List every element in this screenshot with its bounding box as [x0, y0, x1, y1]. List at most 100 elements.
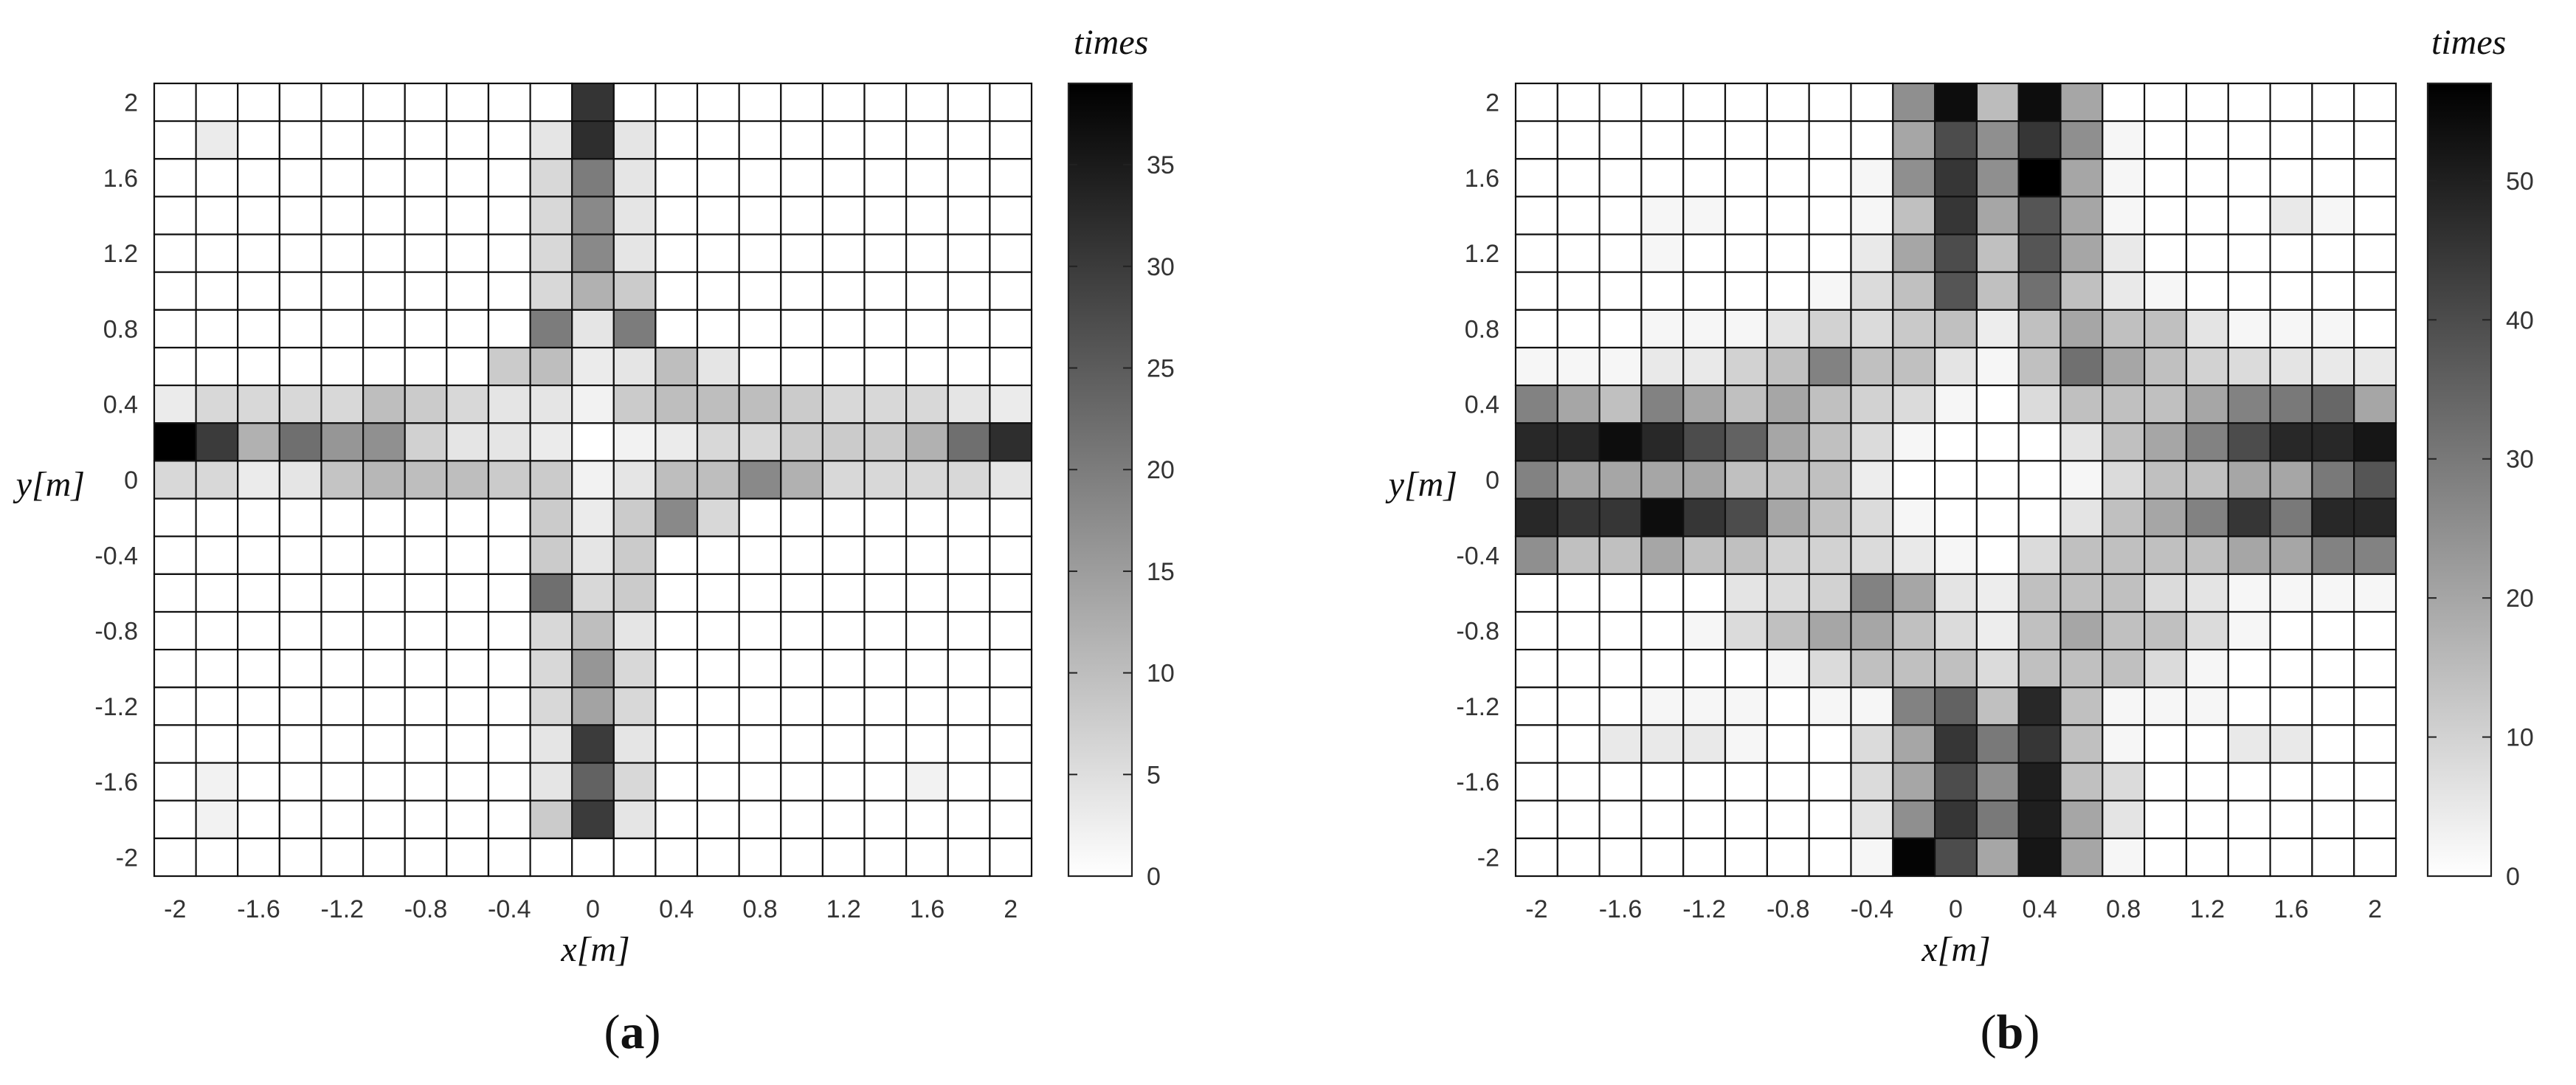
heatmap-cell — [1724, 724, 1768, 764]
heatmap-cell — [571, 384, 615, 424]
heatmap-cell — [2144, 233, 2188, 273]
heatmap-cell — [529, 762, 573, 802]
heatmap-cell — [446, 271, 489, 311]
x-tick-label: 2 — [2368, 895, 2382, 923]
heatmap-cell — [1934, 837, 1978, 878]
heatmap-cell — [612, 233, 657, 273]
heatmap-cell — [1766, 422, 1810, 462]
heatmap-cell — [2227, 724, 2271, 764]
x-axis-ticks: -2 -1.6 -1.2 -0.8 -0.4 0 0.4 0.8 1.2 1.6 2 — [1525, 895, 2382, 923]
heatmap-cell — [1598, 610, 1643, 651]
heatmap-cell — [1808, 799, 1852, 839]
heatmap-cell — [696, 686, 740, 726]
heatmap-cell — [2227, 686, 2271, 726]
heatmap-cell — [612, 384, 657, 424]
heatmap-cell — [195, 573, 239, 613]
heatmap-cell — [1892, 422, 1936, 462]
heatmap-cell — [989, 762, 1033, 802]
heatmap-cell — [529, 837, 573, 878]
heatmap-cell — [2144, 422, 2188, 462]
heatmap-cell — [1640, 158, 1685, 198]
heatmap-cell — [1682, 686, 1727, 726]
heatmap-cell — [1682, 460, 1727, 500]
heatmap-cell — [320, 271, 365, 311]
heatmap-cell — [320, 837, 365, 878]
heatmap-cell — [1598, 497, 1643, 537]
heatmap-cell — [2102, 724, 2146, 764]
heatmap-cell — [780, 271, 824, 311]
heatmap-cell — [2353, 535, 2397, 575]
heatmap-cell — [780, 762, 824, 802]
heatmap-cell — [696, 271, 740, 311]
heatmap-cell — [320, 196, 365, 235]
heatmap-cell — [696, 158, 740, 198]
heatmap-cell — [1514, 309, 1558, 349]
heatmap-cell — [320, 497, 365, 537]
heatmap-cell — [2102, 309, 2146, 349]
heatmap-cell — [571, 196, 615, 235]
heatmap-cell — [1808, 535, 1852, 575]
x-tick-label: 1.6 — [910, 895, 945, 923]
heatmap-cell — [1640, 497, 1685, 537]
heatmap-cell — [2353, 422, 2397, 462]
heatmap-cell — [571, 460, 615, 500]
heatmap-cell — [2311, 535, 2355, 575]
heatmap-cell — [821, 196, 866, 235]
heatmap-cell — [989, 535, 1033, 575]
heatmap-cell — [655, 837, 699, 878]
heatmap-cell — [1640, 610, 1685, 651]
heatmap-cell — [2269, 799, 2313, 839]
heatmap-cell — [1640, 120, 1685, 160]
heatmap-cell — [1808, 460, 1852, 500]
heatmap-cell — [195, 724, 239, 764]
colorbar-tick-label: 50 — [2506, 168, 2534, 196]
y-axis-unit: m — [46, 465, 72, 504]
heatmap-cell — [947, 573, 991, 613]
heatmap-cell — [1850, 535, 1894, 575]
heatmap-cell — [1892, 196, 1936, 235]
heatmap-cell — [404, 422, 448, 462]
heatmap-cell — [780, 346, 824, 387]
heatmap-cell — [947, 233, 991, 273]
heatmap-cell — [2185, 196, 2229, 235]
colorbar-tick-label: 10 — [2506, 724, 2534, 752]
heatmap-cell — [1766, 346, 1810, 387]
heatmap-cell — [1598, 648, 1643, 689]
heatmap-cell — [655, 158, 699, 198]
heatmap-cell — [1556, 762, 1600, 802]
x-axis-unit: m — [590, 930, 616, 969]
heatmap-cell — [1975, 724, 2020, 764]
heatmap-cell — [571, 309, 615, 349]
heatmap-cell — [696, 724, 740, 764]
heatmap-cell — [2102, 233, 2146, 273]
heatmap-cell — [487, 309, 531, 349]
heatmap-cell — [362, 686, 406, 726]
heatmap-cell — [446, 610, 489, 651]
heatmap-cell — [1598, 309, 1643, 349]
heatmap-cell — [2017, 233, 2062, 273]
heatmap-cell — [821, 610, 866, 651]
heatmap-cell — [1808, 610, 1852, 651]
heatmap-cell — [2353, 497, 2397, 537]
heatmap-cell — [2059, 837, 2104, 878]
heatmap-cell — [947, 271, 991, 311]
heatmap-cell — [153, 82, 197, 123]
heatmap-cell — [696, 384, 740, 424]
heatmap-cell — [1640, 384, 1685, 424]
heatmap-cell — [446, 460, 489, 500]
heatmap-cell — [1766, 233, 1810, 273]
heatmap-cell — [1682, 120, 1727, 160]
heatmap-cell — [487, 535, 531, 575]
heatmap-cell — [2017, 460, 2062, 500]
heatmap-cell — [1975, 233, 2020, 273]
heatmap-cell — [947, 799, 991, 839]
heatmap-cell — [2311, 799, 2355, 839]
heatmap-cell — [1766, 309, 1810, 349]
heatmap-cell — [1975, 309, 2020, 349]
heatmap-cell — [320, 158, 365, 198]
y-tick-label: -1.6 — [94, 768, 138, 796]
y-tick-label: -1.2 — [94, 693, 138, 721]
heatmap-cell — [1514, 686, 1558, 726]
heatmap-cell — [1556, 346, 1600, 387]
heatmap-cell — [821, 837, 866, 878]
